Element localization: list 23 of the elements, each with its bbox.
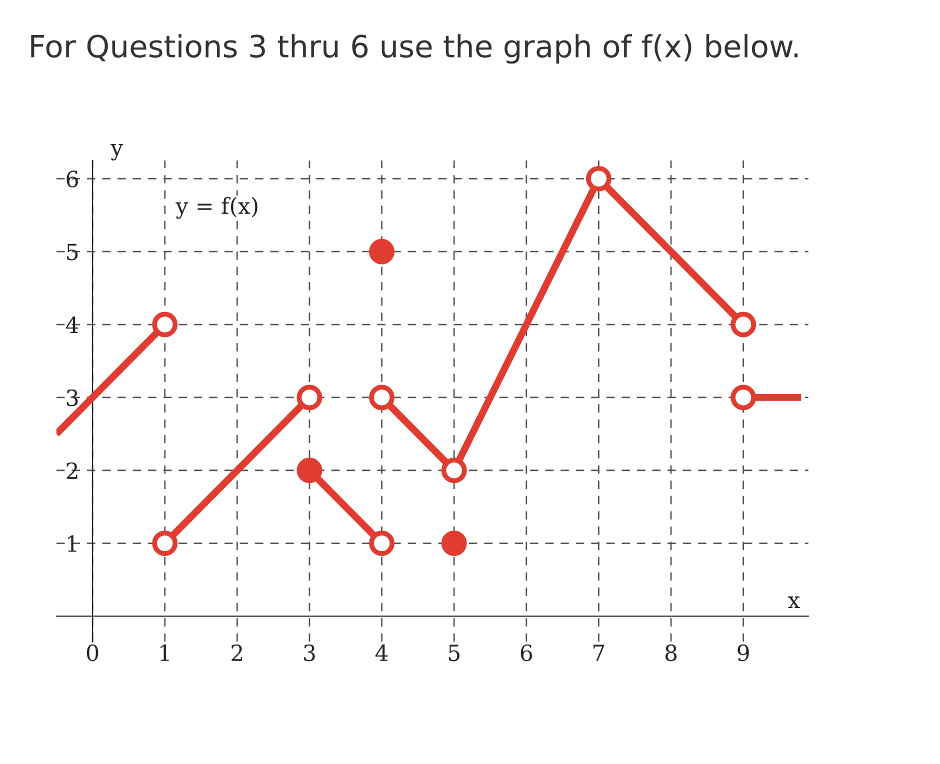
x-tick-label: 2 — [232, 644, 242, 661]
x-tick-label: 6 — [520, 644, 532, 662]
x-tick-label: 7 — [594, 644, 604, 661]
x-axis-title: x — [788, 596, 800, 608]
x-tick-label: 0 — [86, 644, 98, 662]
x-tick-label: 3 — [304, 644, 315, 662]
point — [296, 458, 322, 484]
y-tick-label: 3 — [66, 389, 78, 406]
y-tick-label: 5 — [67, 244, 78, 260]
x-tick-label: 5 — [448, 644, 460, 662]
x-tick-label: 9 — [738, 644, 749, 662]
y-tick-label: 2 — [66, 462, 78, 479]
annotation: y = f(x) — [176, 196, 258, 219]
x-tick-label: 4 — [375, 644, 388, 661]
y-tick-label: 6 — [66, 170, 78, 188]
point — [441, 530, 467, 556]
y-tick-label: 4 — [66, 316, 78, 333]
x-tick-label: 1 — [160, 644, 169, 661]
x-tick-label: 8 — [665, 644, 677, 662]
y-axis-title: y — [110, 144, 124, 160]
y-tick-label: 1 — [68, 535, 76, 552]
chart-title: For Questions 3 thru 6 use the graph of f(x) below. — [31, 34, 798, 64]
point — [369, 238, 395, 264]
